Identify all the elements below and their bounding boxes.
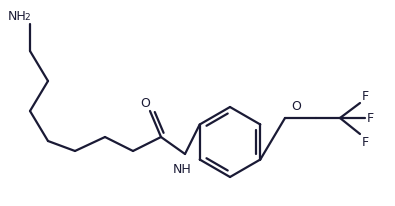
Text: NH: NH bbox=[173, 162, 191, 175]
Text: NH: NH bbox=[8, 10, 27, 23]
Text: O: O bbox=[140, 97, 150, 109]
Text: F: F bbox=[362, 135, 369, 148]
Text: F: F bbox=[367, 112, 374, 125]
Text: O: O bbox=[291, 99, 301, 112]
Text: F: F bbox=[362, 90, 369, 103]
Text: 2: 2 bbox=[24, 13, 30, 22]
